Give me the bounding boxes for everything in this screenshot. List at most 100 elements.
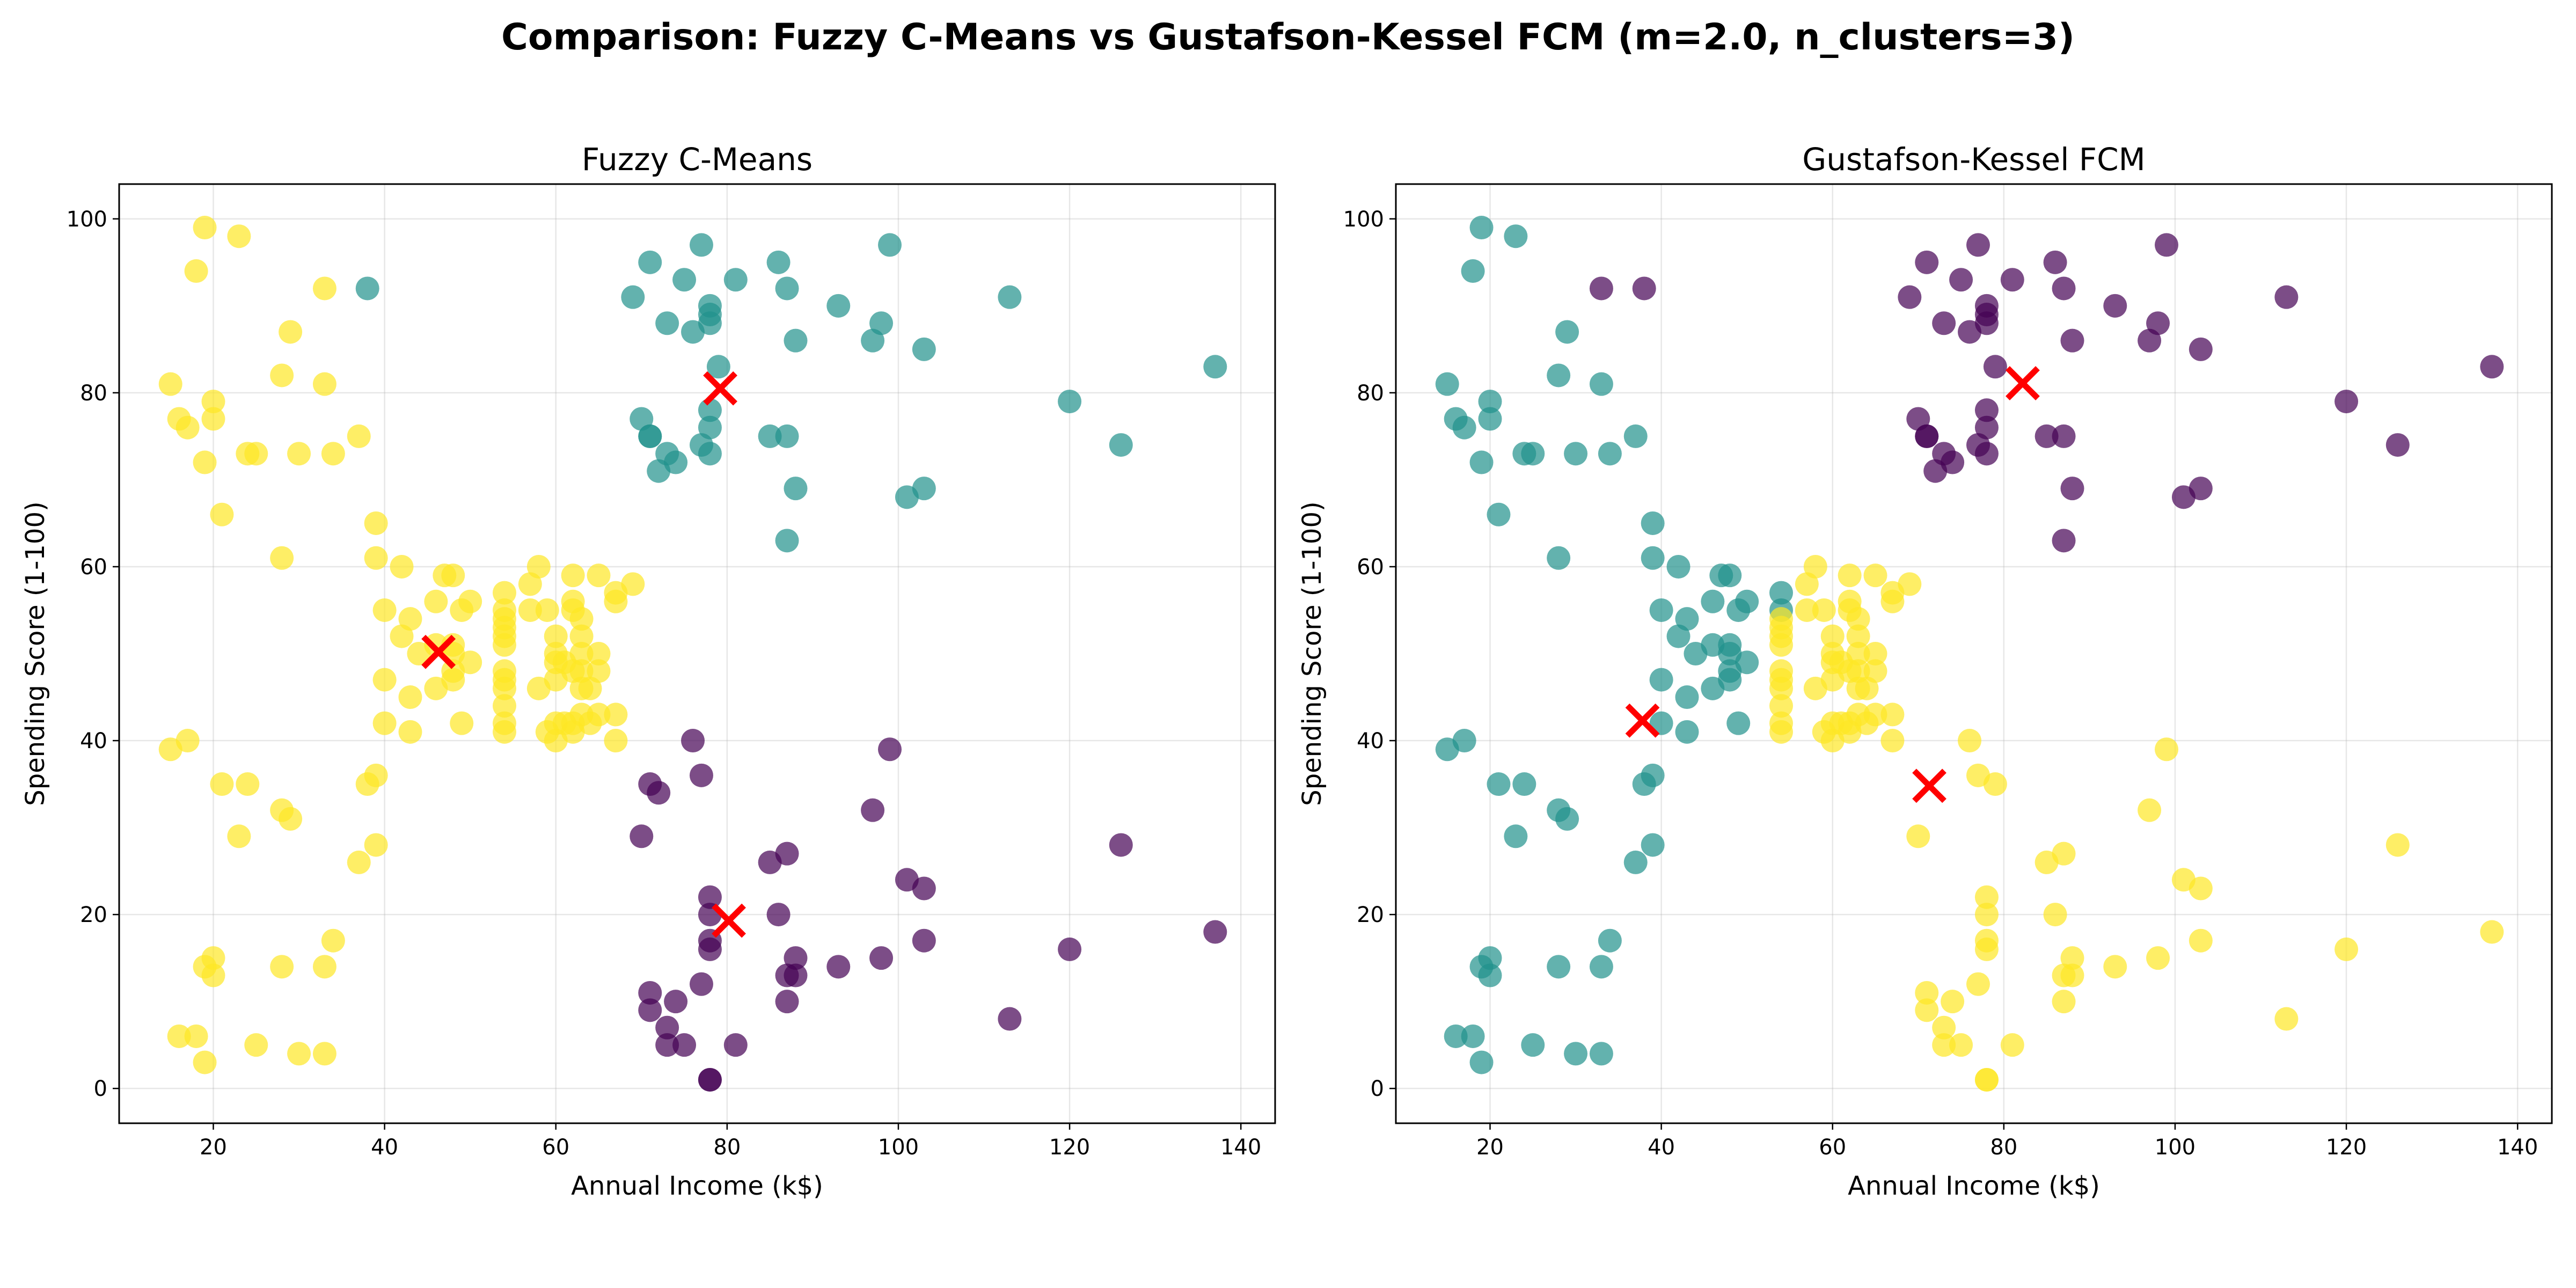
- data-point: [450, 711, 474, 735]
- centroid-marker: [2006, 366, 2040, 400]
- data-point: [1641, 833, 1665, 857]
- x-tick-label: 140: [2497, 1135, 2538, 1160]
- data-point: [2480, 355, 2504, 379]
- data-point: [1564, 1042, 1588, 1066]
- x-axis-label: Annual Income (k$): [1848, 1171, 2100, 1201]
- data-point: [1555, 320, 1579, 344]
- data-point: [493, 659, 516, 683]
- data-point: [1547, 955, 1571, 979]
- data-point: [1632, 276, 1656, 301]
- x-tick-label: 20: [1476, 1135, 1504, 1160]
- data-point: [1701, 589, 1725, 613]
- data-point: [758, 424, 782, 448]
- data-point: [1452, 729, 1476, 753]
- data-point: [1838, 564, 1862, 588]
- data-point: [493, 598, 516, 622]
- data-point: [1521, 442, 1545, 466]
- panel-gustafson-kessel: 20 40 60 80 100 120 140 0 20 40 60 80 100 Gustafson-K…: [1297, 141, 2553, 1201]
- data-point: [1469, 216, 1494, 240]
- data-point: [287, 442, 311, 466]
- data-point: [372, 711, 397, 735]
- data-point: [193, 450, 217, 474]
- data-point: [2146, 311, 2170, 335]
- data-point: [1769, 676, 1793, 700]
- data-point: [878, 233, 902, 257]
- data-point: [2060, 477, 2084, 501]
- data-point: [1649, 598, 1673, 622]
- data-point: [493, 676, 516, 700]
- x-tick-label: 60: [1819, 1135, 1846, 1160]
- data-point: [2155, 737, 2178, 762]
- data-point: [184, 1024, 208, 1048]
- y-tick-label: 100: [1343, 207, 1384, 232]
- data-point: [1589, 955, 1613, 979]
- data-point: [775, 276, 799, 301]
- data-point: [2334, 390, 2359, 414]
- data-point: [1769, 694, 1793, 718]
- data-point: [1547, 363, 1571, 387]
- data-point: [312, 1042, 336, 1066]
- data-point: [1623, 850, 1648, 874]
- data-point: [1487, 502, 1511, 526]
- data-point: [1469, 450, 1494, 474]
- axes-title: Fuzzy C-Means: [582, 141, 813, 178]
- data-point: [2189, 928, 2213, 953]
- data-point: [210, 772, 234, 796]
- data-point: [723, 1033, 748, 1057]
- data-point: [1487, 772, 1511, 796]
- data-point: [689, 233, 713, 257]
- data-point: [784, 963, 808, 987]
- data-point: [1941, 990, 1965, 1014]
- data-point: [1769, 581, 1793, 605]
- data-point: [1478, 946, 1502, 970]
- data-point: [2146, 946, 2170, 970]
- data-point: [1452, 415, 1476, 440]
- centroid-marker: [703, 371, 737, 406]
- data-point: [1846, 607, 1870, 631]
- data-point: [1203, 355, 1227, 379]
- data-point: [1915, 250, 1939, 274]
- data-point: [1932, 1015, 1956, 1040]
- data-point: [1555, 807, 1579, 831]
- data-point: [1478, 407, 1502, 431]
- data-point: [1109, 433, 1133, 457]
- data-point: [723, 268, 748, 292]
- data-point: [1058, 937, 1082, 961]
- y-tick-label: 40: [1357, 729, 1384, 753]
- data-point: [869, 311, 894, 335]
- data-point: [1949, 268, 1973, 292]
- data-point: [587, 564, 611, 588]
- data-point: [355, 276, 379, 301]
- data-point: [2189, 477, 2213, 501]
- data-point: [869, 946, 894, 970]
- data-point: [287, 1042, 311, 1066]
- data-point: [878, 737, 902, 762]
- data-point: [1974, 1067, 1999, 1092]
- data-point: [1461, 1024, 1485, 1048]
- data-point: [2138, 798, 2162, 822]
- data-point: [1521, 1033, 1545, 1057]
- data-point: [672, 1033, 697, 1057]
- data-point: [689, 972, 713, 996]
- data-point: [493, 720, 516, 744]
- data-point: [441, 564, 465, 588]
- data-point: [175, 415, 200, 440]
- data-point: [2060, 328, 2084, 353]
- y-tick-label: 0: [94, 1077, 107, 1101]
- data-point: [1564, 442, 1588, 466]
- data-point: [210, 502, 234, 526]
- data-point: [193, 216, 217, 240]
- data-point: [544, 624, 568, 648]
- y-tick-label: 20: [1357, 903, 1384, 927]
- data-point: [1812, 598, 1836, 622]
- data-point: [458, 589, 482, 613]
- data-point: [2334, 937, 2359, 961]
- x-tick-label: 100: [878, 1135, 919, 1160]
- data-point: [244, 442, 268, 466]
- data-point: [1966, 233, 1990, 257]
- axes-title: Gustafson-Kessel FCM: [1802, 141, 2145, 178]
- data-point: [775, 529, 799, 553]
- y-tick-label: 40: [80, 729, 107, 753]
- data-point: [372, 598, 397, 622]
